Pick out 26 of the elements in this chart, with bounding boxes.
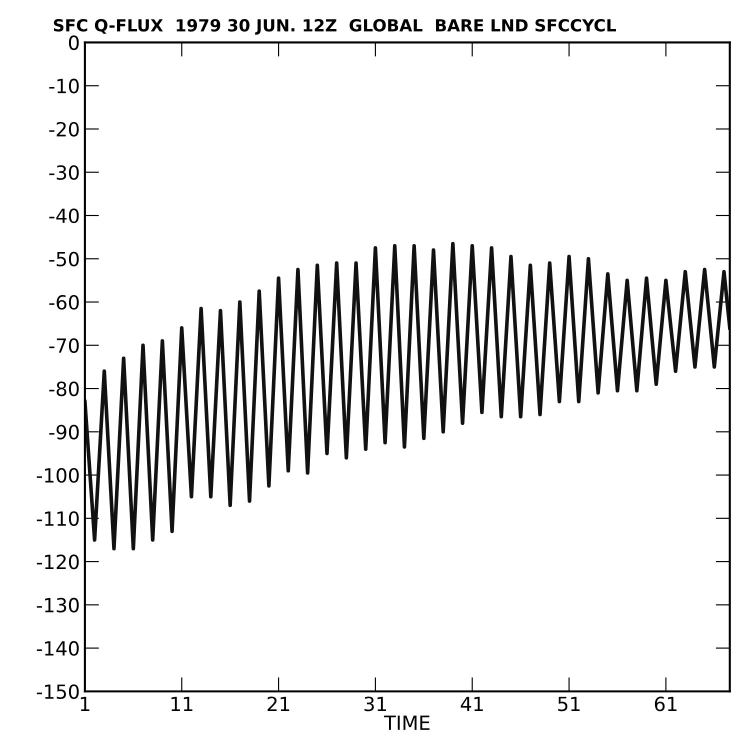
x-tick-label: 31 bbox=[364, 696, 386, 712]
x-tick-label: 41 bbox=[460, 696, 483, 711]
y-tick-label: -40 bbox=[49, 208, 79, 224]
y-tick-label: -70 bbox=[49, 338, 79, 353]
x-tick-label: 21 bbox=[268, 696, 290, 711]
line-series bbox=[84, 242, 730, 550]
x-tick-label: 51 bbox=[558, 696, 580, 712]
x-axis-title: TIME bbox=[384, 716, 430, 730]
y-tick-label: 0 bbox=[68, 35, 79, 50]
y-tick-label: -60 bbox=[49, 294, 79, 310]
chart-title: SFC Q-FLUX 1979 30 JUN. 12Z GLOBAL BARE LND SFCCYCL bbox=[54, 18, 616, 35]
y-tick-label: -150 bbox=[36, 684, 79, 700]
y-tick-label: -80 bbox=[49, 382, 79, 396]
y-tick-label: -30 bbox=[49, 165, 79, 180]
y-tick-label: -130 bbox=[36, 598, 79, 613]
y-tick-label: -100 bbox=[36, 468, 79, 483]
y-tick-label: -90 bbox=[49, 424, 79, 440]
y-tick-label: -10 bbox=[49, 78, 79, 94]
x-tick-label: 61 bbox=[654, 696, 676, 712]
y-tick-label: -20 bbox=[49, 122, 79, 137]
x-tick-label: 11 bbox=[172, 696, 192, 711]
x-tick-label: 1 bbox=[80, 696, 90, 711]
y-tick-label: -120 bbox=[36, 554, 79, 570]
y-tick-label: -140 bbox=[36, 641, 79, 656]
y-tick-label: -110 bbox=[36, 511, 79, 526]
y-tick-label: -50 bbox=[49, 252, 79, 266]
